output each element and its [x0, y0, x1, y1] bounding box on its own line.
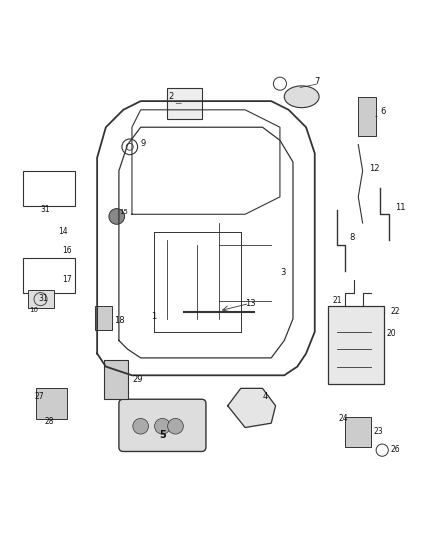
Ellipse shape — [284, 86, 319, 108]
Text: 1: 1 — [152, 312, 157, 321]
Bar — [358, 97, 376, 136]
Text: 23: 23 — [374, 427, 383, 436]
Circle shape — [133, 418, 148, 434]
Text: 17: 17 — [62, 274, 72, 284]
Text: 29: 29 — [132, 375, 142, 384]
Bar — [23, 258, 75, 293]
Text: 20: 20 — [387, 329, 396, 338]
Text: 5: 5 — [159, 431, 166, 440]
Text: 12: 12 — [369, 164, 380, 173]
Text: 18: 18 — [115, 316, 125, 325]
Text: 10: 10 — [30, 307, 39, 313]
Circle shape — [109, 208, 124, 224]
Polygon shape — [228, 389, 276, 427]
Text: 16: 16 — [62, 246, 72, 255]
Text: 24: 24 — [339, 414, 348, 423]
Bar — [104, 360, 127, 399]
Text: 26: 26 — [391, 446, 400, 454]
Text: 7: 7 — [315, 77, 320, 86]
Circle shape — [155, 418, 170, 434]
Text: 2: 2 — [169, 92, 174, 101]
Text: 22: 22 — [391, 308, 400, 317]
Text: 6: 6 — [380, 107, 385, 116]
Bar — [28, 290, 53, 308]
Bar — [23, 171, 75, 206]
Circle shape — [168, 418, 184, 434]
Text: 13: 13 — [245, 298, 256, 308]
Text: 11: 11 — [395, 203, 406, 212]
Text: 31: 31 — [41, 205, 50, 214]
Text: 3: 3 — [280, 268, 285, 277]
Text: 27: 27 — [34, 392, 44, 401]
Bar — [167, 88, 201, 118]
Text: 14: 14 — [58, 227, 67, 236]
Bar — [345, 417, 371, 447]
Text: 15: 15 — [119, 209, 128, 215]
Text: 21: 21 — [332, 296, 342, 305]
Text: 31: 31 — [39, 294, 48, 303]
Text: 28: 28 — [45, 417, 54, 426]
Bar — [95, 305, 113, 329]
FancyBboxPatch shape — [119, 399, 206, 451]
Bar — [36, 389, 67, 419]
Text: 8: 8 — [350, 233, 355, 243]
Bar — [328, 305, 385, 384]
Text: 4: 4 — [262, 392, 268, 401]
Text: 9: 9 — [141, 139, 146, 148]
